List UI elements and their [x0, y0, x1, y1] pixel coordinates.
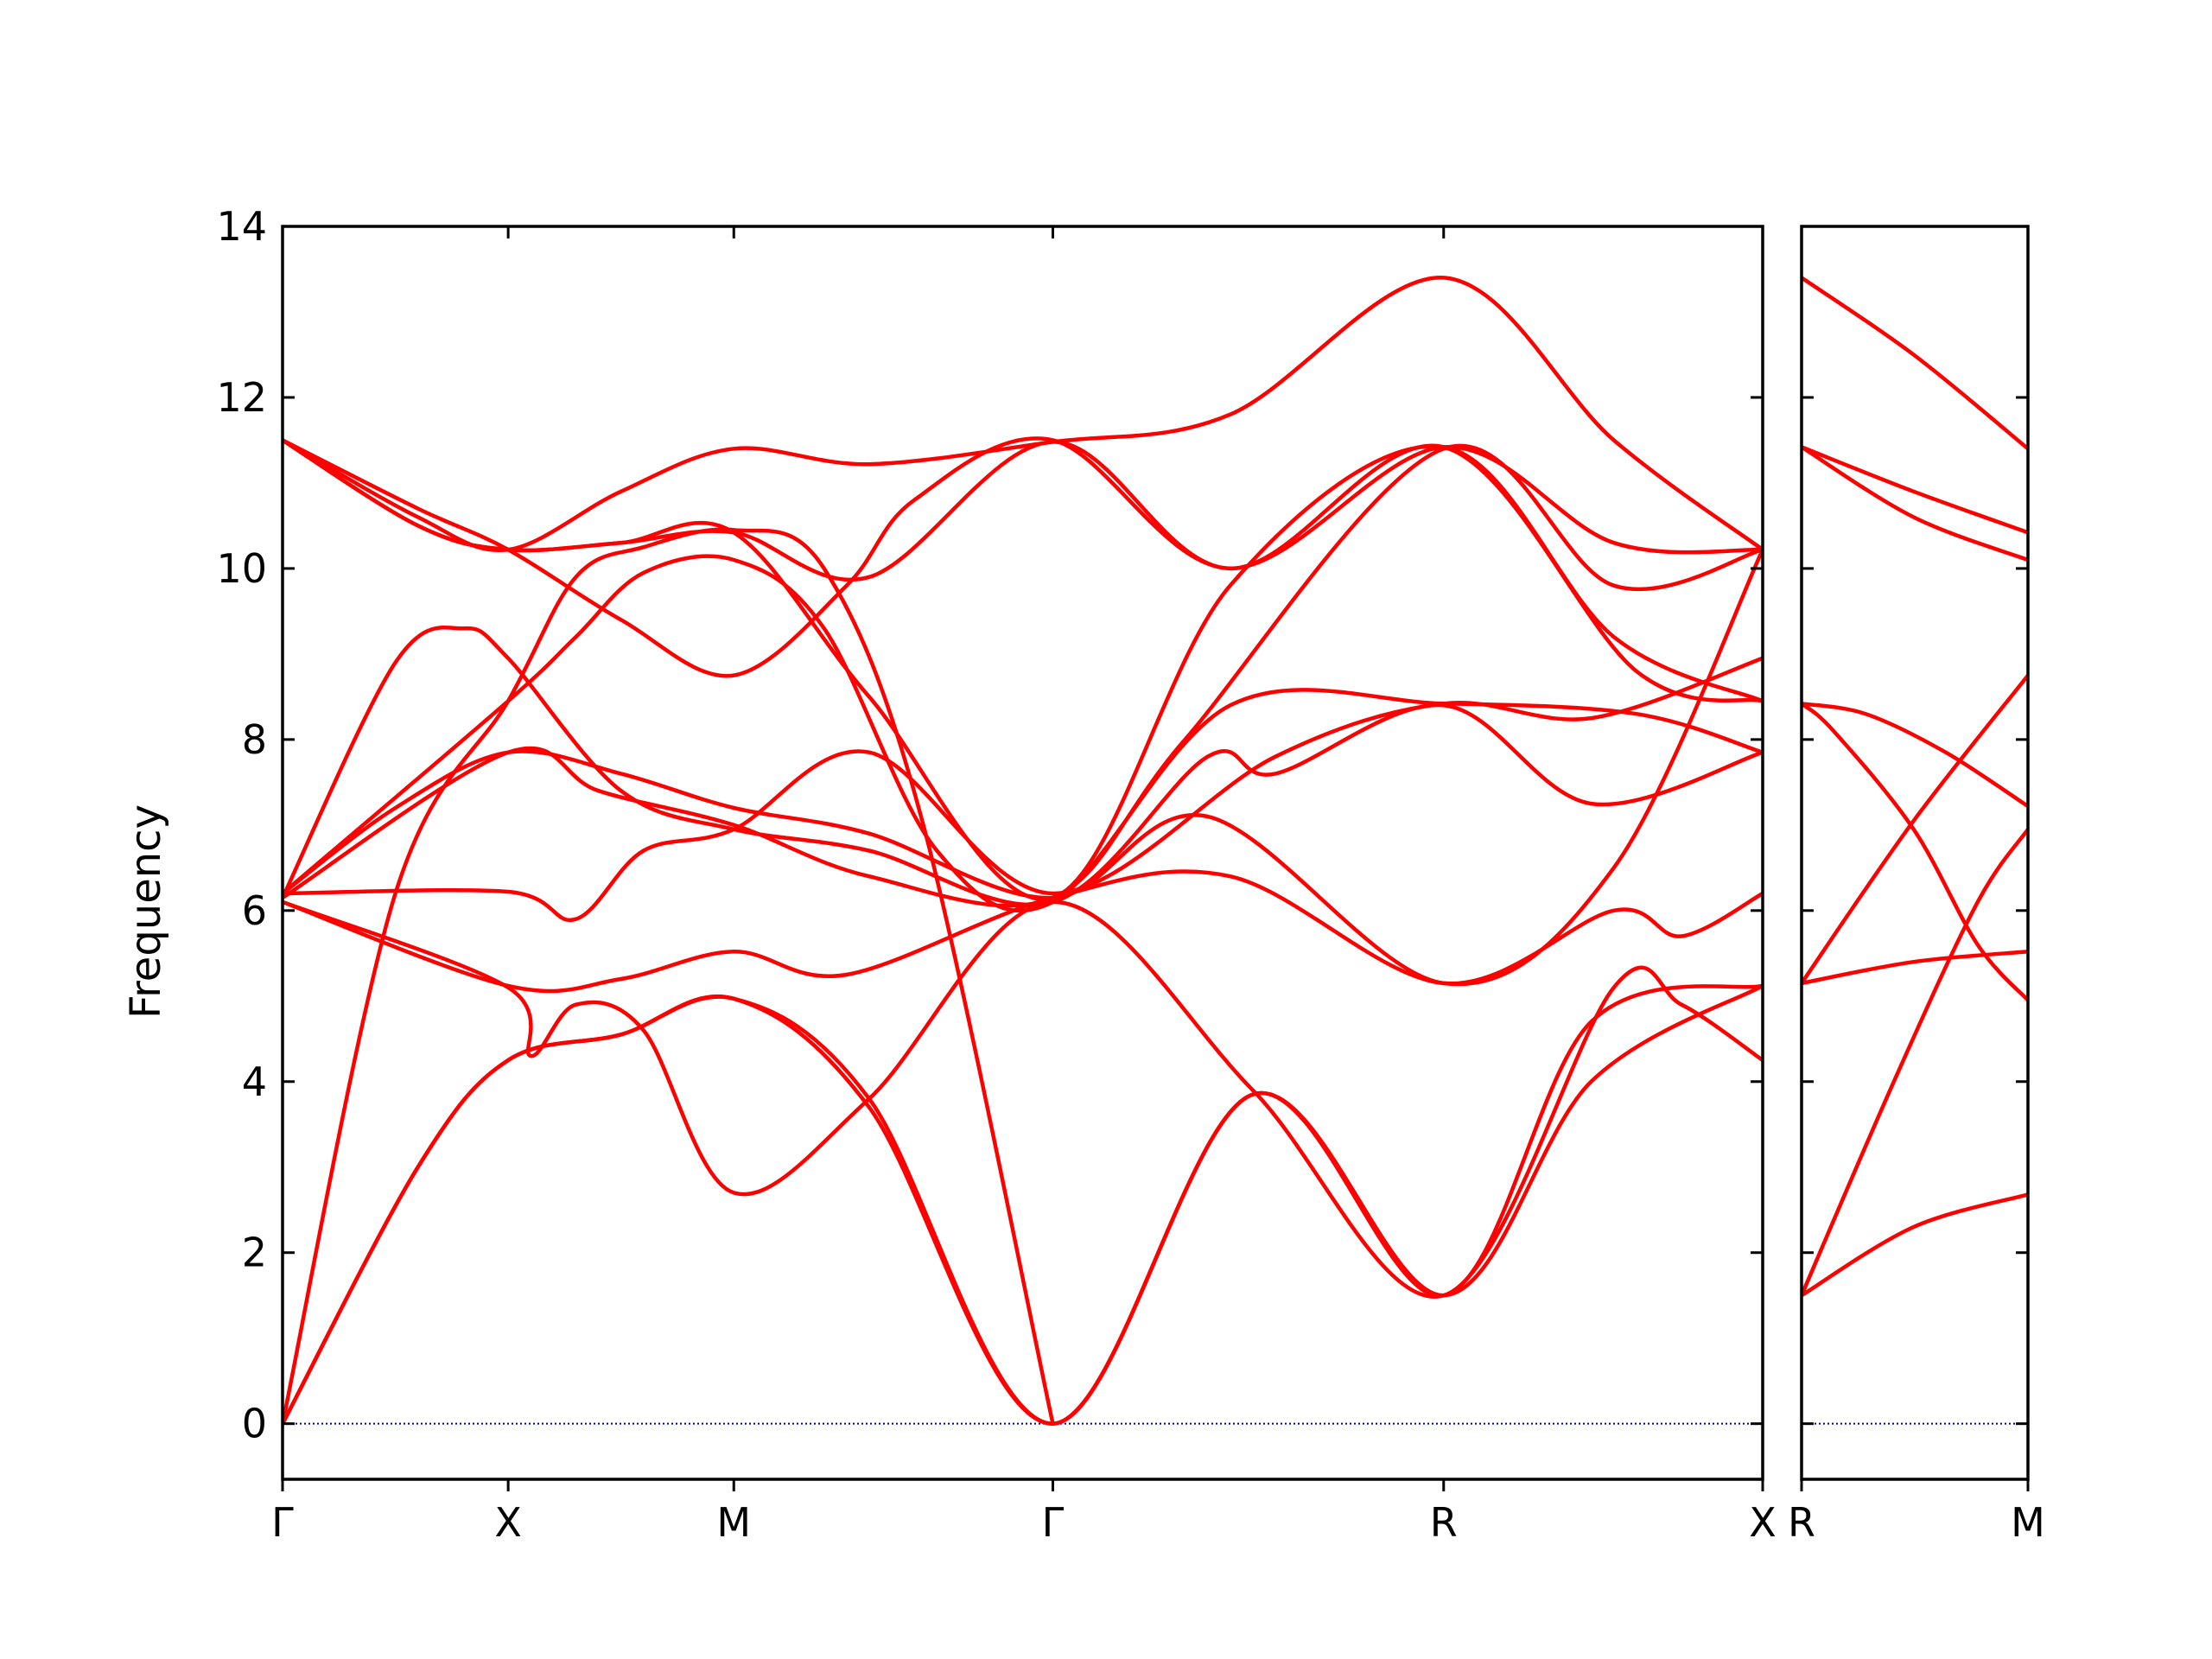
band-group [1802, 276, 2028, 1298]
band-line-5 [1802, 702, 2028, 1002]
band-line-3 [283, 527, 1055, 1426]
y-tick-label: 6 [242, 887, 267, 934]
y-tick-label: 14 [216, 203, 267, 250]
y-tick-label: 8 [242, 716, 267, 763]
x-tick-label-M: M [2011, 1499, 2045, 1546]
y-axis-label: Frequency [122, 804, 170, 1019]
band-line-1 [283, 983, 1763, 1426]
x-tick-label-R: R [1788, 1499, 1815, 1546]
band-line-4 [1802, 673, 2028, 986]
band-line-14 [283, 276, 1763, 553]
panel-frame [281, 225, 1764, 1481]
band-line-9 [1802, 276, 2028, 451]
band-line-7 [1802, 445, 2028, 563]
band-line-7 [283, 626, 1763, 907]
x-tick-label-X: X [1749, 1499, 1777, 1546]
x-tick-label-M: M [716, 1499, 751, 1546]
band-line-9 [283, 443, 1763, 908]
band-line-10 [283, 554, 1763, 913]
y-tick-label: 10 [216, 545, 267, 592]
y-tick-label: 4 [242, 1058, 267, 1105]
y-tick-label: 0 [242, 1401, 267, 1447]
y-tick-label: 2 [242, 1230, 267, 1276]
band-line-6 [283, 656, 1763, 923]
band-line-12 [283, 436, 1763, 703]
band-line-1 [1802, 1192, 2028, 1298]
panel-1: 0 2 4 6 8 10 12 14 Γ X M Γ R X [216, 203, 1776, 1546]
band-line-2 [1802, 827, 2028, 1298]
panel-frame [1800, 225, 2030, 1481]
band-line-8 [1802, 445, 2028, 535]
band-line-8 [283, 547, 1763, 987]
x-tick-label-X: X [494, 1499, 522, 1546]
band-line-3 [1802, 950, 2028, 986]
band-line-6 [1802, 702, 2028, 809]
band-line-5 [283, 869, 1763, 994]
y-tick-label: 12 [216, 374, 267, 421]
x-tick-label-Γ: Γ [1042, 1499, 1065, 1546]
x-tick-label-R: R [1430, 1499, 1458, 1546]
band-group [283, 276, 1763, 1426]
band-line-4 [283, 899, 1763, 1299]
x-tick-label-Γ: Γ [271, 1499, 294, 1546]
ylabel-group: Frequency [122, 804, 170, 1019]
band-line-2 [283, 983, 1763, 1426]
